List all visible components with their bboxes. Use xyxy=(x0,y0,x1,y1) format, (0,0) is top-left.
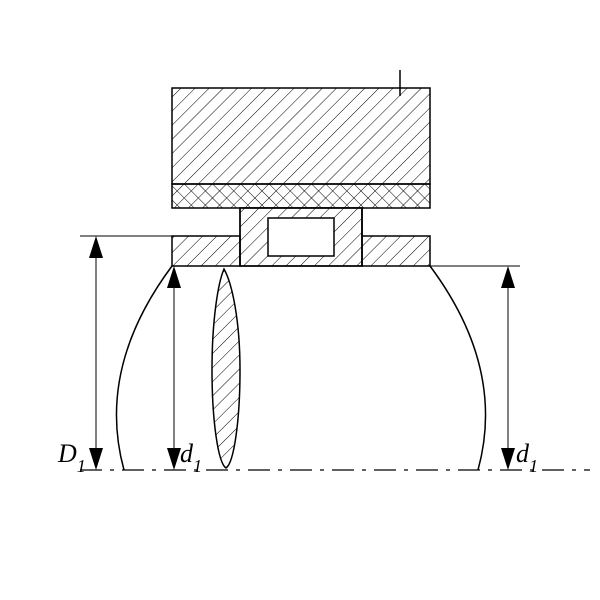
dim-d1-right-sub: 1 xyxy=(529,456,538,476)
bearing-inner xyxy=(268,218,334,256)
arc-right xyxy=(430,266,486,470)
arc-left xyxy=(116,266,172,470)
dim-D1: D1 xyxy=(57,236,172,476)
outer-block xyxy=(172,88,430,184)
dim-d1-left-sub: 1 xyxy=(193,456,202,476)
cone xyxy=(212,269,240,468)
dim-d1-left: d1 xyxy=(167,266,202,476)
dim-D1-main: D xyxy=(57,439,77,468)
svg-text:D1: D1 xyxy=(57,439,86,476)
dim-D1-sub: 1 xyxy=(77,456,86,476)
left-ledge xyxy=(172,236,240,266)
right-ledge xyxy=(362,236,430,266)
dim-d1-right-main: d xyxy=(516,439,530,468)
diagram-canvas: D1 d1 d1 xyxy=(0,0,600,600)
dim-d1-left-main: d xyxy=(180,439,194,468)
diagram-svg: D1 d1 d1 xyxy=(0,0,600,600)
